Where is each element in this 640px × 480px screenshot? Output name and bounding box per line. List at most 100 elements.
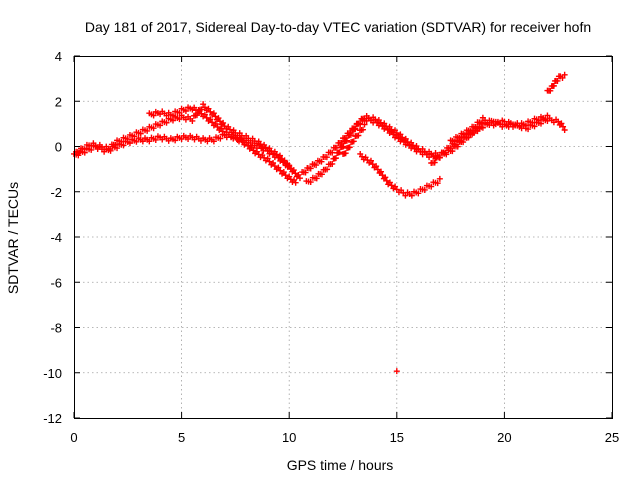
- x-tick-label: 25: [605, 430, 619, 445]
- data-point: [210, 138, 217, 145]
- data-point: [472, 123, 479, 130]
- data-point: [139, 138, 146, 145]
- data-point: [531, 123, 538, 130]
- data-point: [367, 157, 374, 164]
- data-point: [332, 155, 339, 162]
- grid: [74, 56, 612, 418]
- data-point: [215, 115, 222, 122]
- data-point: [217, 135, 224, 142]
- data-point: [81, 146, 88, 153]
- data-point: [342, 150, 349, 157]
- data-point: [318, 158, 325, 165]
- data-point: [463, 134, 470, 141]
- data-point: [182, 107, 189, 114]
- data-point: [144, 127, 151, 134]
- data-point: [313, 162, 320, 169]
- data-point: [200, 101, 207, 108]
- y-tick-label: -8: [50, 321, 62, 336]
- data-point: [361, 121, 368, 128]
- data-point: [478, 119, 485, 126]
- data-point: [529, 119, 536, 126]
- x-tick-label: 20: [497, 430, 511, 445]
- y-tick-label: 4: [55, 49, 62, 64]
- data-point: [329, 160, 336, 167]
- data-point: [292, 179, 299, 186]
- data-point: [133, 138, 140, 145]
- data-point: [150, 112, 157, 119]
- data-point: [497, 121, 504, 128]
- x-axis-title: GPS time / hours: [287, 457, 394, 473]
- y-tick-label: -12: [43, 411, 62, 426]
- data-point: [542, 116, 549, 123]
- y-tick-label: -4: [50, 230, 62, 245]
- data-point: [560, 123, 567, 130]
- data-point: [163, 119, 170, 126]
- data-point: [421, 186, 428, 193]
- data-point: [280, 169, 287, 176]
- data-point: [431, 159, 438, 166]
- data-point: [449, 148, 456, 155]
- data-point: [490, 122, 497, 129]
- data-point: [218, 125, 225, 132]
- data-point: [447, 145, 454, 152]
- data-point: [137, 130, 144, 137]
- data-point: [264, 155, 271, 162]
- data-point: [205, 105, 212, 112]
- y-tick-label: 0: [55, 140, 62, 155]
- data-point: [469, 131, 476, 138]
- data-point: [467, 128, 474, 135]
- data-point: [280, 159, 287, 166]
- data-point: [397, 131, 404, 138]
- series-track-g: [357, 150, 443, 199]
- data-point: [323, 154, 330, 161]
- data-point: [201, 111, 208, 118]
- data-point: [277, 167, 284, 174]
- data-point: [318, 171, 325, 178]
- data-point: [537, 120, 544, 127]
- data-point: [210, 110, 217, 117]
- data-point: [212, 113, 219, 120]
- data-point: [112, 141, 119, 148]
- data-point: [146, 138, 153, 145]
- data-point: [307, 165, 314, 172]
- series-track-j: [544, 71, 568, 94]
- data-point: [189, 117, 196, 124]
- series-track-a: [71, 131, 299, 186]
- data-point: [535, 117, 542, 124]
- data-point: [271, 163, 278, 170]
- data-point: [286, 163, 293, 170]
- data-point: [558, 120, 565, 127]
- data-point: [402, 192, 409, 199]
- data-point: [114, 145, 121, 152]
- data-point: [399, 134, 406, 141]
- data-point: [355, 132, 362, 139]
- data-point: [118, 138, 125, 145]
- y-tick-label: 2: [55, 94, 62, 109]
- data-point: [207, 108, 214, 115]
- y-tick-label: -6: [50, 275, 62, 290]
- data-point: [383, 177, 390, 184]
- data-point: [203, 114, 210, 121]
- data-point: [275, 164, 282, 171]
- data-point: [220, 119, 227, 126]
- data-point: [378, 168, 385, 175]
- data-point: [346, 144, 353, 151]
- data-point: [525, 126, 532, 133]
- data-point: [176, 109, 183, 116]
- data-point: [333, 144, 340, 151]
- data-point: [343, 135, 350, 142]
- data-point: [369, 161, 376, 168]
- data-point: [219, 128, 226, 135]
- data-point: [270, 160, 277, 166]
- data-point: [126, 140, 133, 147]
- y-tick-label: -10: [43, 366, 62, 381]
- data-point: [284, 160, 291, 167]
- x-tick-label: 0: [70, 430, 77, 445]
- x-tick-label: 10: [282, 430, 296, 445]
- data-point: [373, 163, 380, 170]
- data-point: [451, 138, 458, 145]
- series-track-i: [447, 112, 551, 145]
- data-point: [250, 147, 257, 154]
